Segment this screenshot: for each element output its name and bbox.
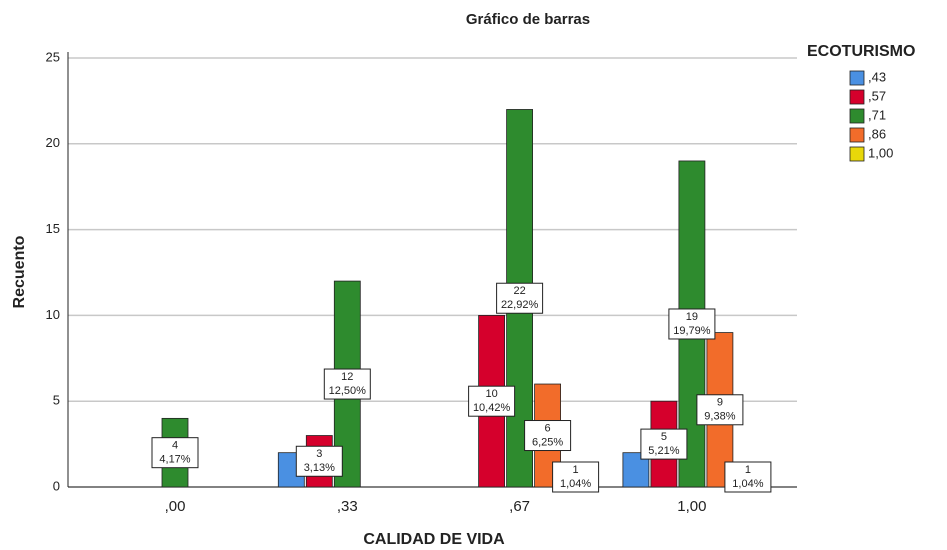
y-tick-label: 10	[46, 307, 60, 322]
data-label: 1,04%	[732, 478, 763, 490]
data-label: 22	[513, 285, 525, 297]
legend-label: ,57	[868, 88, 886, 103]
x-tick-label: ,67	[509, 498, 530, 515]
data-label-box	[524, 420, 572, 452]
legend-title: ECOTURISMO	[807, 43, 915, 60]
data-label: 9	[717, 397, 723, 409]
y-tick-label: 0	[53, 478, 60, 493]
y-tick-label: 5	[53, 393, 60, 408]
x-axis-title: CALIDAD DE VIDA	[363, 531, 505, 548]
data-label: 22,92%	[501, 299, 539, 311]
legend-swatch	[849, 89, 865, 105]
data-label: 10,42%	[473, 402, 511, 414]
legend-swatch	[849, 146, 865, 162]
data-label: 10	[485, 388, 497, 400]
data-label-box	[724, 461, 772, 493]
data-label-box	[552, 461, 600, 493]
legend-label: ,71	[868, 107, 886, 122]
legend-swatch	[849, 127, 865, 143]
chart-title: Gráfico de barras	[466, 11, 590, 28]
data-label: 4,17%	[159, 454, 190, 466]
x-tick-label: ,00	[165, 498, 186, 515]
y-tick-label: 25	[46, 49, 60, 64]
data-label: 1	[573, 464, 579, 476]
legend-swatch	[849, 70, 865, 86]
data-label: 3	[316, 448, 322, 460]
data-label: 1	[745, 464, 751, 476]
data-label: 5,21%	[648, 445, 679, 457]
y-tick-label: 15	[46, 221, 60, 236]
y-tick-label: 20	[46, 135, 60, 150]
data-label: 1,04%	[560, 478, 591, 490]
x-tick-label: ,33	[337, 498, 358, 515]
data-label-box	[496, 282, 544, 314]
y-axis-title: Recuento	[11, 235, 28, 308]
data-label: 19,79%	[673, 325, 711, 337]
data-label: 6	[545, 422, 551, 434]
data-label-box	[151, 437, 199, 469]
data-label: 12,50%	[329, 385, 367, 397]
data-label: 6,25%	[532, 436, 563, 448]
data-label-box	[295, 445, 343, 477]
data-label: 19	[686, 311, 698, 323]
legend-label: 1,00	[868, 145, 893, 160]
legend-label: ,86	[868, 126, 886, 141]
x-tick-label: 1,00	[677, 498, 706, 515]
data-label-box	[323, 368, 371, 400]
data-label: 5	[661, 431, 667, 443]
data-label: 4	[172, 440, 178, 452]
data-label-box	[668, 308, 716, 340]
data-label: 9,38%	[704, 411, 735, 423]
data-label: 12	[341, 371, 353, 383]
data-label: 3,13%	[304, 462, 335, 474]
data-label-box	[640, 428, 688, 460]
data-label-box	[468, 385, 516, 417]
legend-swatch	[849, 108, 865, 124]
data-label-box	[696, 394, 744, 426]
legend-label: ,43	[868, 69, 886, 84]
